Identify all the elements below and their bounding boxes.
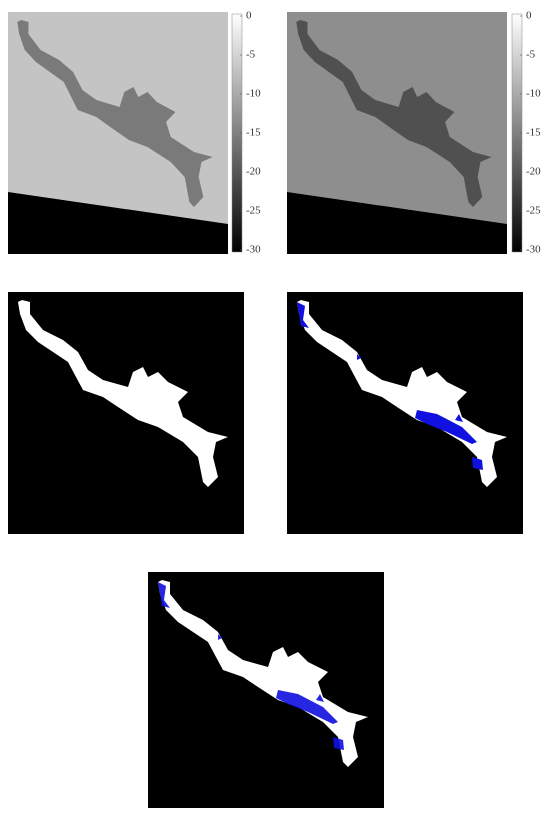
ground-truth-mask [8,292,244,534]
colorbar-tick-label: -10 [526,88,541,100]
figure: 0 -5 -10 -15 -20 -25 -30 0 -5 -10 -15 -20 -25 -30 [0,0,546,810]
colorbar-tick-label: -5 [246,49,256,61]
colorbar-tick-label: -20 [526,166,541,178]
sar-image-1 [8,12,228,254]
colorbar-tick-label: -15 [246,127,261,139]
colorbar-tick-label: -25 [526,205,541,217]
colorbar-tick-label: -10 [246,88,261,100]
sar-image-2 [287,12,507,254]
colorbar-tick-label: -30 [526,244,541,256]
colorbar-tick-label: 0 [526,10,532,22]
colorbar-tick-label: -20 [246,166,261,178]
colorbar-tick-label: -25 [246,205,261,217]
colorbar-tick-label: -5 [526,49,536,61]
colorbar-tick-label: -30 [246,244,261,256]
colorbar-tick-label: 0 [246,10,252,22]
colorbar-tick-label: -15 [526,127,541,139]
prediction-mask-2 [148,572,384,808]
prediction-mask-1 [287,292,523,534]
